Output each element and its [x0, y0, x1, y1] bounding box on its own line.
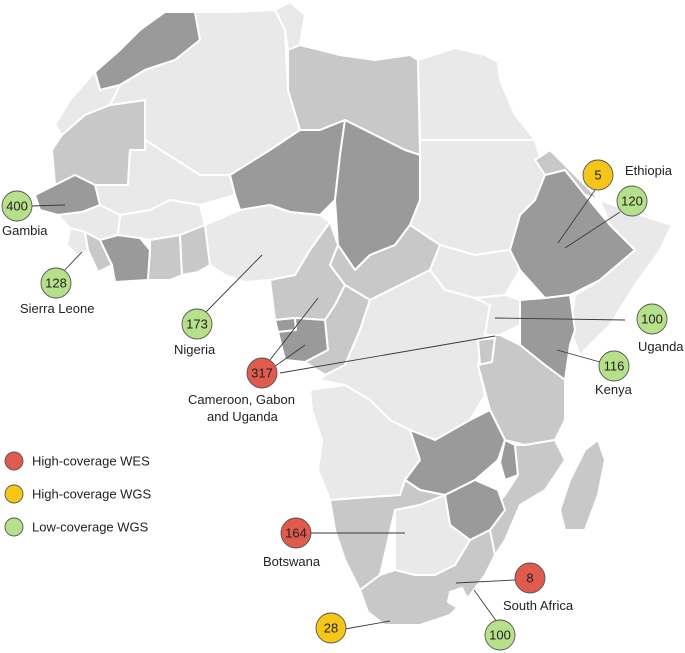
legend-swatch	[4, 517, 24, 537]
marker-count: 400	[6, 199, 28, 214]
marker-count: 128	[45, 276, 67, 291]
marker-count: 8	[526, 571, 533, 586]
country-kenya	[519, 294, 576, 381]
marker-cameroon-gabon-uganda[interactable]: 317	[246, 357, 278, 389]
marker-circle	[514, 562, 546, 594]
legend: High-coverage WES High-coverage WGS Low-…	[4, 451, 152, 537]
marker-kenya[interactable]: 116	[598, 350, 630, 382]
legend-label: High-coverage WES	[32, 454, 150, 469]
marker-count: 120	[621, 194, 643, 209]
marker-count: 317	[251, 366, 273, 381]
marker-south-africa-low[interactable]: 100	[484, 619, 516, 651]
marker-circle	[246, 357, 278, 389]
marker-circle	[181, 308, 213, 340]
legend-item-high-coverage-wes: High-coverage WES	[4, 451, 150, 471]
label-sierra-leone: Sierra Leone	[20, 301, 94, 316]
country-egypt	[417, 47, 536, 141]
label-ethiopia: Ethiopia	[625, 163, 673, 178]
leader-south-africa-100	[473, 589, 498, 623]
leader-uganda	[494, 317, 626, 321]
country-lesotho	[447, 587, 469, 609]
marker-gambia[interactable]: 400	[1, 190, 33, 222]
country-malawi	[499, 439, 519, 481]
marker-count: 164	[285, 526, 307, 541]
leader-ethiopia-120	[564, 211, 621, 249]
leader-317-cameroon	[269, 297, 319, 361]
label-nigeria: Nigeria	[174, 342, 216, 357]
legend-swatch	[4, 484, 24, 504]
legend-label: Low-coverage WGS	[32, 520, 149, 535]
country-sierra-leone	[66, 227, 89, 257]
legend-swatch	[4, 451, 24, 471]
marker-circle	[582, 159, 614, 191]
marker-count: 5	[594, 168, 601, 183]
label-south-africa: South Africa	[503, 598, 574, 613]
marker-count: 100	[489, 628, 511, 643]
country-ghana	[147, 234, 183, 281]
marker-ethiopia-low[interactable]: 120	[616, 185, 648, 217]
marker-circle	[280, 517, 312, 549]
country-somalia	[569, 199, 673, 356]
marker-sierra-leone[interactable]: 128	[40, 267, 72, 299]
countries-layer	[34, 1, 673, 626]
country-uganda	[474, 294, 521, 336]
country-eritrea-djibouti	[534, 149, 601, 201]
marker-south-africa-wgs[interactable]: 28	[315, 612, 347, 644]
legend-label: High-coverage WGS	[32, 487, 152, 502]
leader-south-africa-8	[455, 579, 516, 584]
marker-south-africa-wes[interactable]: 8	[514, 562, 546, 594]
marker-circle	[315, 612, 347, 644]
label-botswana: Botswana	[263, 554, 321, 569]
country-togo-benin	[179, 224, 211, 276]
marker-uganda[interactable]: 100	[636, 303, 668, 335]
leader-lines	[29, 189, 626, 630]
place-labels: Gambia Sierra Leone Nigeria Cameroon, Ga…	[2, 163, 684, 613]
leader-317-gabon	[273, 344, 306, 368]
marker-ethiopia-wgs[interactable]: 5	[582, 159, 614, 191]
marker-count: 116	[604, 359, 625, 374]
leader-ethiopia-5	[557, 189, 596, 244]
marker-count: 173	[186, 317, 208, 332]
marker-count: 28	[324, 621, 338, 636]
country-madagascar	[559, 439, 606, 531]
markers-layer: 400 128 173 317 5 120 100 116	[1, 159, 668, 651]
marker-count: 100	[641, 312, 663, 327]
label-kenya: Kenya	[595, 382, 633, 397]
legend-item-low-coverage-wgs: Low-coverage WGS	[4, 517, 149, 537]
label-uganda: Uganda	[638, 339, 684, 354]
marker-circle	[616, 185, 648, 217]
marker-circle	[636, 303, 668, 335]
leader-south-africa-28	[344, 620, 391, 630]
marker-circle	[598, 350, 630, 382]
leader-gambia	[29, 204, 66, 207]
leader-nigeria	[204, 254, 263, 314]
marker-botswana[interactable]: 164	[280, 517, 312, 549]
legend-item-high-coverage-wgs: High-coverage WGS	[4, 484, 152, 504]
marker-circle	[40, 267, 72, 299]
label-gambia: Gambia	[2, 223, 48, 238]
marker-circle	[484, 619, 516, 651]
marker-circle	[1, 190, 33, 222]
leader-317-uganda	[279, 335, 496, 374]
leader-kenya	[556, 349, 601, 363]
country-zambia	[404, 409, 506, 496]
label-cameroon-gabon-uganda-line1: Cameroon, Gabon	[188, 392, 295, 407]
label-cameroon-gabon-uganda-line2: and Uganda	[207, 409, 279, 424]
marker-nigeria[interactable]: 173	[181, 308, 213, 340]
country-liberia	[84, 231, 113, 273]
